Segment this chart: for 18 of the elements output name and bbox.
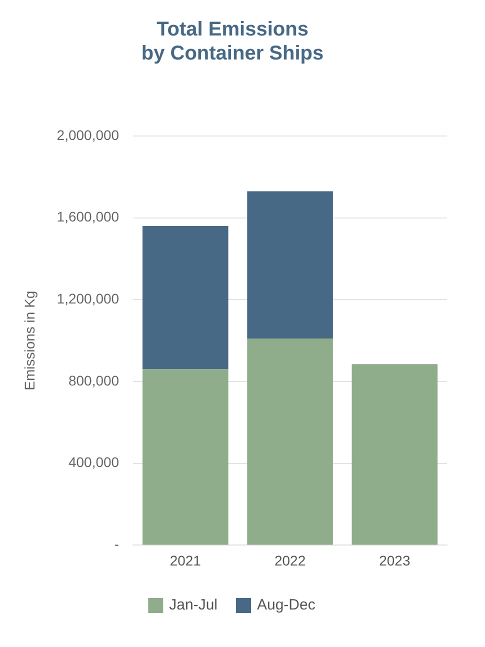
x-tick-label: 2022 [274,552,306,568]
bar [142,226,228,370]
legend-label: Aug-Dec [257,596,316,614]
y-tick-label: 1,600,000 [56,208,120,225]
x-tick-label: 2021 [170,552,202,568]
y-axis-title: Emissions in Kg [21,290,38,390]
y-tick-label: 800,000 [68,372,120,388]
y-tick-label: - [114,536,120,552]
legend-label: Jan-Jul [169,596,218,614]
y-tick-label: 400,000 [68,454,120,470]
bar [247,191,333,339]
bar [352,364,438,545]
chart-title: Total Emissions by Container Ships [141,18,324,65]
y-tick-label: 1,200,000 [56,290,120,307]
bar [247,338,333,545]
x-tick-label: 2023 [379,552,410,568]
y-tick-label: 2,000,000 [56,126,120,143]
bar [142,369,228,545]
